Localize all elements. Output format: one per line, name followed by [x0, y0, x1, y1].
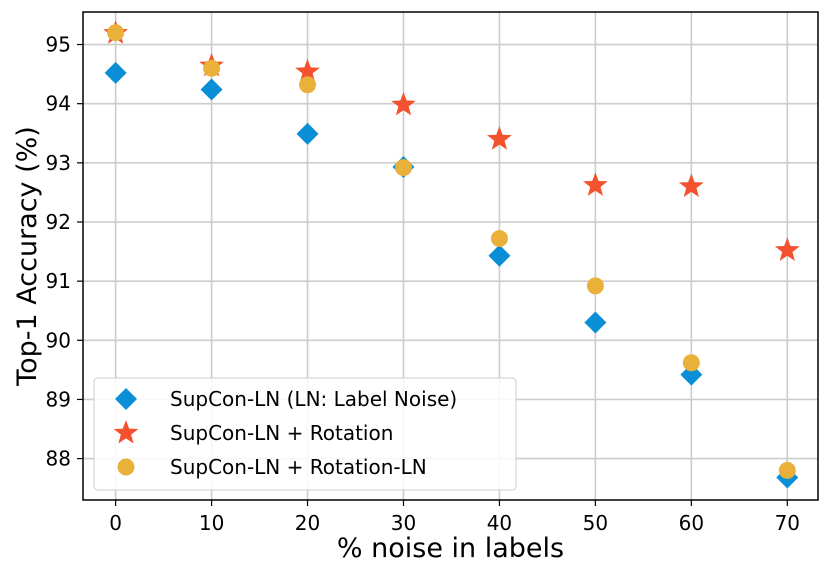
series-1-star-point — [391, 91, 416, 116]
series-2-circle-point — [299, 76, 317, 94]
y-tick-label: 93 — [46, 151, 71, 175]
data-points — [103, 20, 800, 489]
x-tick-label: 0 — [109, 511, 122, 535]
legend: SupCon-LN (LN: Label Noise) SupCon-LN + … — [93, 377, 517, 491]
legend-entry-supcon-ln: SupCon-LN (LN: Label Noise) — [115, 387, 457, 411]
series-2-circle-point — [107, 24, 125, 42]
x-axis-label: % noise in labels — [337, 533, 564, 564]
series-2-circle-point — [490, 230, 508, 248]
series-2-circle-point — [778, 461, 796, 479]
legend-label: SupCon-LN + Rotation — [170, 421, 393, 445]
x-tick-label: 20 — [295, 511, 320, 535]
series-1-star-point — [774, 237, 800, 261]
series-1-star-point — [487, 126, 512, 150]
y-tick-label: 94 — [46, 92, 71, 116]
legend-entry-supcon-ln-rotation-ln: SupCon-LN + Rotation-LN — [117, 455, 427, 479]
series-0-diamond-point — [296, 122, 319, 145]
legend-box — [93, 377, 517, 491]
x-tick-label: 70 — [775, 511, 800, 535]
series-1-star-point — [583, 172, 608, 196]
legend-marker — [115, 388, 137, 410]
series-0-diamond-point — [584, 311, 607, 334]
y-axis-label: Top-1 Accuracy (%) — [12, 126, 43, 387]
series-0-diamond-point — [104, 61, 127, 84]
axes: 0 10 20 30 40 50 60 70 88 89 90 91 92 93 94 95 — [46, 11, 819, 535]
series-2-circle-point — [394, 159, 412, 177]
series-0-diamond-point — [200, 78, 223, 101]
x-tick-label: 10 — [199, 511, 224, 535]
x-tick-label: 60 — [679, 511, 704, 535]
legend-marker — [113, 420, 139, 444]
x-tick-label: 40 — [487, 511, 512, 535]
y-tick-label: 90 — [46, 328, 71, 352]
y-tick-label: 92 — [46, 210, 71, 234]
series-1-star-point — [295, 58, 320, 83]
x-tick-label: 50 — [583, 511, 608, 535]
series-1-star-point — [678, 173, 704, 198]
y-tick-label: 88 — [46, 447, 71, 471]
series-2-circle-point — [203, 59, 221, 77]
legend-entry-supcon-ln-rotation: SupCon-LN + Rotation — [113, 420, 393, 445]
legend-label: SupCon-LN + Rotation-LN — [170, 455, 427, 479]
y-tick-label: 95 — [46, 33, 71, 57]
x-tick-label: 30 — [391, 511, 416, 535]
plot-frame — [82, 11, 819, 501]
legend-label: SupCon-LN (LN: Label Noise) — [170, 387, 457, 411]
legend-marker — [117, 458, 135, 476]
y-tick-label: 89 — [46, 387, 71, 411]
series-0-diamond-point — [488, 244, 511, 267]
series-2-circle-point — [682, 354, 700, 372]
series-2-circle-point — [586, 277, 604, 295]
y-tick-label: 91 — [46, 269, 71, 293]
